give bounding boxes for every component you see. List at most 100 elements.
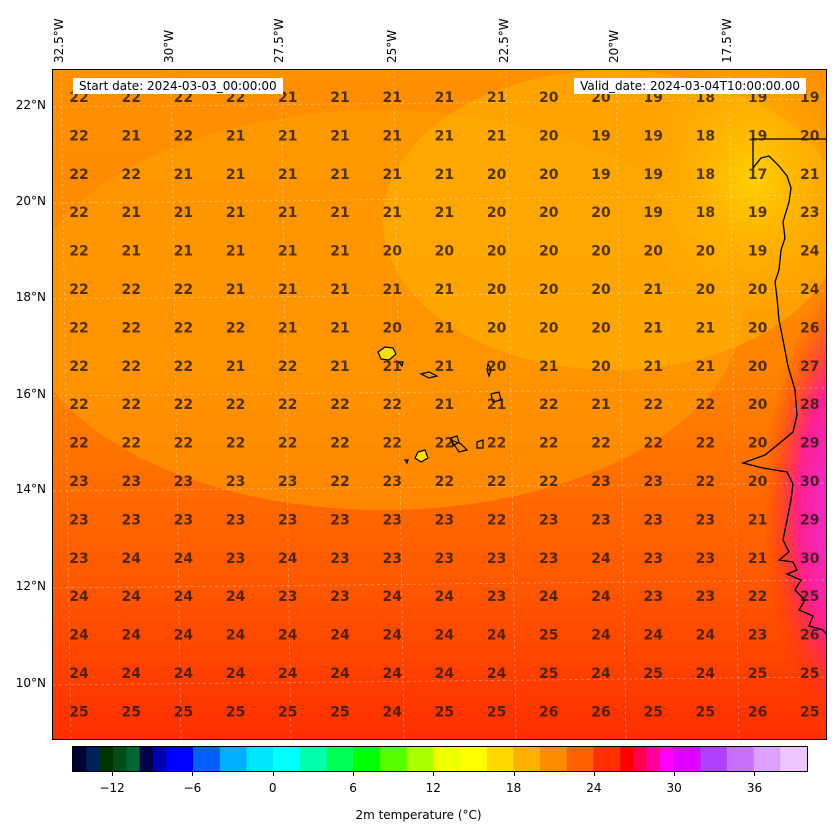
colorbar-band	[546, 747, 555, 771]
colorbar-band	[766, 747, 775, 771]
colorbar-band	[299, 747, 308, 771]
meridian-line	[728, 70, 740, 739]
latitude-label: 12°N	[15, 579, 46, 593]
temperature-value: 20	[382, 244, 402, 260]
temperature-value: 23	[748, 628, 767, 644]
temperature-value: 22	[330, 436, 349, 452]
temperature-value: 21	[643, 282, 662, 298]
colorbar-band	[93, 747, 101, 771]
colorbar-band	[486, 747, 494, 771]
temperature-value: 24	[539, 589, 559, 605]
temperature-value: 20	[748, 436, 768, 452]
temperature-value: 24	[226, 628, 246, 644]
colorbar-band	[753, 747, 761, 771]
latitude-label: 16°N	[15, 387, 46, 401]
temperature-value: 22	[174, 128, 193, 144]
colorbar-band	[233, 747, 241, 771]
temperature-value: 23	[591, 474, 610, 490]
colorbar-band	[713, 747, 721, 771]
temperature-value: 25	[643, 704, 662, 720]
temperature-value: 20	[800, 128, 820, 144]
temperature-value: 23	[330, 589, 349, 605]
temperature-value: 22	[278, 397, 297, 413]
temperature-value: 24	[69, 628, 89, 644]
temperature-value: 24	[382, 628, 402, 644]
temperature-value: 20	[748, 397, 768, 413]
temperature-value: 19	[591, 167, 610, 183]
temperature-value: 23	[643, 551, 662, 567]
temperature-value: 21	[382, 128, 401, 144]
temperature-value: 26	[800, 628, 819, 644]
temperature-value: 20	[591, 359, 611, 375]
temperature-value: 21	[382, 167, 401, 183]
temperature-value: 20	[591, 320, 611, 336]
temperature-value: 24	[696, 666, 716, 682]
colorbar-band	[586, 747, 595, 771]
temperature-value: 23	[487, 589, 506, 605]
temperature-value: 23	[382, 512, 401, 528]
africa-coastline	[740, 138, 826, 635]
colorbar-band	[386, 747, 394, 771]
temperature-value: 22	[696, 397, 715, 413]
temperature-value: 21	[435, 320, 454, 336]
temperature-value: 20	[539, 205, 559, 221]
colorbar-band	[506, 747, 514, 771]
temperature-value: 22	[69, 244, 88, 260]
temperature-value: 23	[382, 551, 401, 567]
temperature-value: 24	[121, 628, 141, 644]
temperature-value: 25	[800, 666, 819, 682]
meridian-line	[280, 70, 292, 739]
temperature-value: 24	[591, 628, 611, 644]
temperature-value: 21	[226, 244, 245, 260]
temperature-value: 25	[174, 704, 193, 720]
colorbar-band	[373, 747, 381, 771]
temperature-value: 20	[487, 205, 507, 221]
colorbar-band	[226, 747, 234, 771]
temperature-value: 20	[487, 359, 507, 375]
temperature-value: 21	[435, 282, 454, 298]
colorbar-band	[186, 747, 194, 771]
colorbar-tick-label: 0	[268, 781, 277, 795]
temperature-value: 21	[643, 320, 662, 336]
colorbar-tick-label: 18	[505, 781, 522, 795]
colorbar-band	[173, 747, 181, 771]
colorbar-tick-mark	[754, 772, 756, 776]
temperature-value: 24	[174, 666, 194, 682]
colorbar-band	[286, 747, 294, 771]
temperature-value: 22	[174, 282, 193, 298]
temperature-value: 30	[800, 551, 820, 567]
temperature-value: 22	[121, 167, 140, 183]
temperature-value: 24	[435, 666, 455, 682]
temperature-value: 23	[591, 512, 610, 528]
temperature-value: 25	[278, 704, 297, 720]
colorbar-band	[780, 747, 788, 771]
temperature-value: 21	[278, 244, 297, 260]
temperature-value: 23	[800, 205, 819, 221]
colorbar-band	[460, 747, 468, 771]
colorbar-band	[153, 747, 161, 771]
temperature-value: 25	[800, 589, 819, 605]
temperature-value: 23	[330, 551, 349, 567]
temperature-value: 22	[696, 474, 715, 490]
temperature-value: 25	[800, 704, 819, 720]
colorbar-band	[366, 747, 374, 771]
temperature-value: 19	[748, 205, 767, 221]
temperature-value: 21	[174, 205, 193, 221]
temperature-value: 21	[121, 128, 140, 144]
colorbar-band	[660, 747, 668, 771]
colorbar-band	[359, 747, 368, 771]
temperature-value: 25	[69, 704, 88, 720]
colorbar-band	[119, 747, 127, 771]
colorbar-label: 2m temperature (°C)	[355, 808, 482, 822]
temperature-value: 23	[330, 512, 349, 528]
temperature-value: 23	[226, 551, 245, 567]
temperature-value: 24	[174, 628, 194, 644]
temperature-value: 23	[174, 474, 193, 490]
temperature-value: 19	[748, 90, 767, 106]
temperature-value: 20	[487, 167, 507, 183]
colorbar-tick-mark	[593, 772, 595, 776]
temperature-value: 22	[69, 282, 88, 298]
temperature-value: 22	[330, 397, 349, 413]
temperature-value: 21	[382, 90, 401, 106]
temperature-value: 20	[591, 205, 611, 221]
